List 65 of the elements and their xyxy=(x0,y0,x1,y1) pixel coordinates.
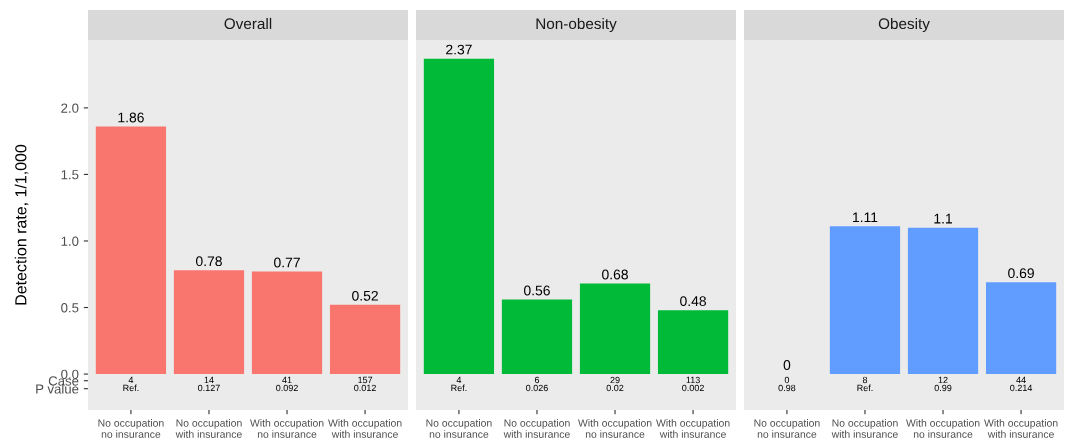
y-tick-label: 1.0 xyxy=(61,236,79,246)
x-tick-label: With occupation no insurance xyxy=(578,419,652,438)
x-tick-label: With occupation with insurance xyxy=(656,419,730,438)
annotation: 0.98 xyxy=(778,384,796,392)
chart-title: Overall xyxy=(224,17,272,30)
annotation: 0.002 xyxy=(682,384,704,392)
x-tick-label: No occupation with insurance xyxy=(503,419,570,438)
data-label: 0.69 xyxy=(1008,268,1034,279)
data-label: 0.48 xyxy=(680,296,706,307)
annotation: Ref. xyxy=(857,384,873,392)
data-label: 0.56 xyxy=(524,285,550,296)
bar xyxy=(657,310,729,375)
x-tick-label: No occupation no insurance xyxy=(98,419,164,438)
annotation: Ref. xyxy=(451,384,467,392)
bar xyxy=(173,270,245,375)
data-label: 0.77 xyxy=(274,257,300,268)
data-label: 1.1 xyxy=(934,213,952,224)
chart-title: Non-obesity xyxy=(536,17,617,33)
annotation: 0 xyxy=(783,360,791,370)
annotation: 157 xyxy=(358,376,373,384)
annotation: 6 xyxy=(534,376,540,384)
x-tick-label: No occupation no insurance xyxy=(754,419,820,438)
x-tick-label: With occupation no insurance xyxy=(906,419,980,438)
data-label: 1.86 xyxy=(118,112,144,123)
annotation: Ref. xyxy=(123,384,139,392)
chart-title: Obesity xyxy=(878,17,930,33)
annotation: 29 xyxy=(610,376,620,384)
annotation: 0.026 xyxy=(526,384,548,392)
x-tick-label: With occupation with insurance xyxy=(984,419,1058,438)
x-tick-label: With occupation no insurance xyxy=(250,419,324,438)
x-tick-label: No occupation with insurance xyxy=(175,419,242,438)
data-label: 0.68 xyxy=(602,269,628,280)
annotation: 12 xyxy=(938,376,948,384)
y-tick-label: 1.5 xyxy=(61,170,79,180)
data-label: 2.37 xyxy=(446,44,472,55)
annotation: 0.99 xyxy=(934,384,952,392)
annotation: 14 xyxy=(204,376,214,384)
annotation: 0.127 xyxy=(198,384,220,392)
y-axis-title: Detection rate, 1/1,000 xyxy=(14,144,29,305)
annotation: 4 xyxy=(128,376,134,384)
data-label: 0 xyxy=(784,376,790,384)
annotation: 0.012 xyxy=(354,384,376,392)
data-label: 1.11 xyxy=(853,212,878,223)
annotation: 8 xyxy=(862,376,868,384)
bar xyxy=(423,58,495,375)
y-tick-label: 0.5 xyxy=(61,303,79,313)
annotation: 4 xyxy=(456,376,462,384)
bar xyxy=(251,271,323,375)
annotation: 41 xyxy=(282,376,292,384)
x-tick-label: No occupation with insurance xyxy=(831,419,898,438)
y-tick-label: P value xyxy=(36,383,79,394)
annotation: 44 xyxy=(1016,376,1026,384)
annotation: 0.02 xyxy=(606,384,624,392)
bar xyxy=(501,299,573,375)
x-tick-label: No occupation no insurance xyxy=(426,419,492,438)
x-tick-label: With occupation with insurance xyxy=(328,419,402,438)
annotation: 0.214 xyxy=(1010,384,1033,392)
bar xyxy=(579,283,651,375)
bar xyxy=(95,126,167,375)
bar xyxy=(329,304,401,375)
y-tick-label: 2.0 xyxy=(61,103,79,113)
data-label: 0.78 xyxy=(196,256,222,267)
data-label: 0.52 xyxy=(352,290,378,301)
annotation: 0.092 xyxy=(276,384,298,392)
annotation: 113 xyxy=(686,376,700,384)
